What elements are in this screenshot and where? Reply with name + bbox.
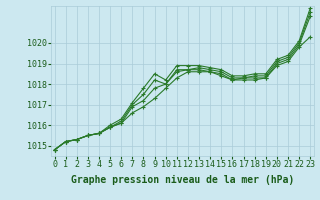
X-axis label: Graphe pression niveau de la mer (hPa): Graphe pression niveau de la mer (hPa)	[71, 175, 294, 185]
